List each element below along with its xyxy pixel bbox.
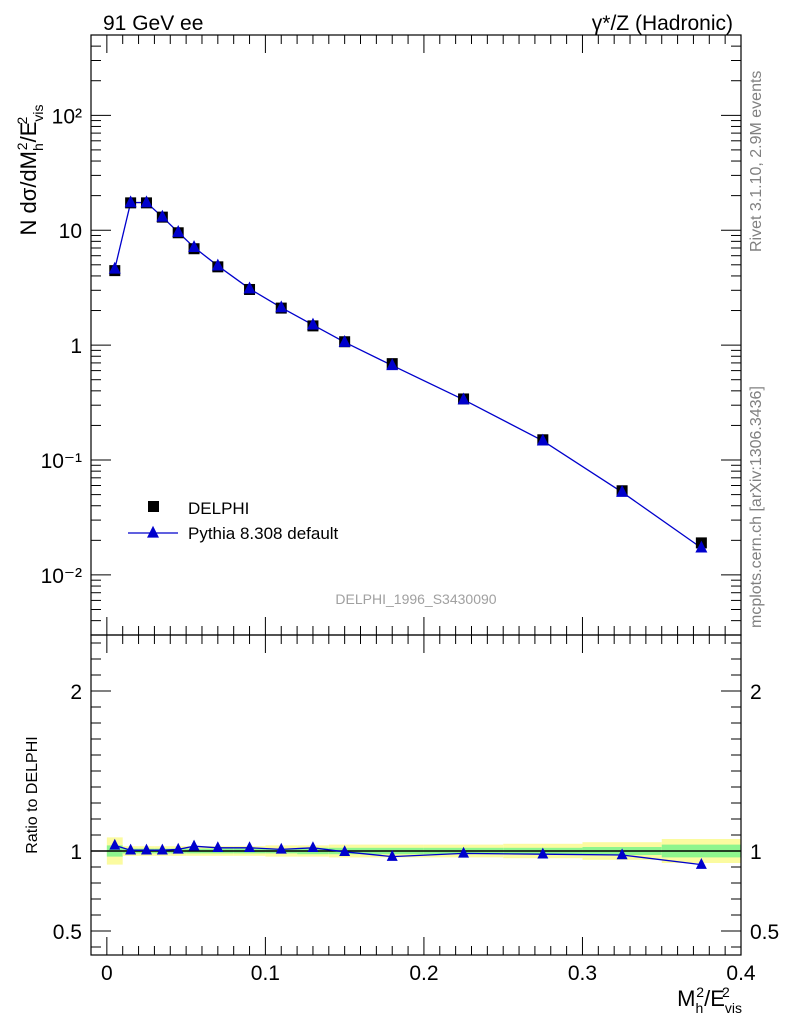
y-tick-label: 10⁻¹ xyxy=(41,450,82,473)
header-right: γ*/Z (Hadronic) xyxy=(592,12,733,35)
mc-point xyxy=(188,240,201,252)
main-frame xyxy=(90,34,742,636)
y-tick-label: 10⁻² xyxy=(41,565,82,588)
ratio-point xyxy=(141,843,152,855)
mc-point xyxy=(172,225,185,237)
ratio-plot-panel: Ratio to DELPHI 0 0.1 0.2 0.3 0.40.5 0.51 12 2 … xyxy=(24,634,779,1016)
mc-point xyxy=(124,195,137,208)
x-tick-label: 0.1 xyxy=(251,962,280,985)
ratio-point xyxy=(188,839,200,851)
ratio-point xyxy=(339,845,351,857)
ratio-y-tick-label: 2 xyxy=(70,681,82,704)
legend-label-data: DELPHI xyxy=(188,499,249,518)
ratio-point xyxy=(537,847,549,859)
mc-point xyxy=(616,484,629,497)
mc-line xyxy=(114,201,702,549)
mc-point xyxy=(536,433,549,446)
ratio-y-tick-label-right: 2 xyxy=(750,681,762,704)
mc-point xyxy=(338,335,351,347)
mc-point xyxy=(695,540,708,553)
mc-point xyxy=(243,281,256,294)
mc-point xyxy=(386,358,399,371)
mc-point xyxy=(275,300,288,313)
header-left: 91 GeV ee xyxy=(103,12,203,35)
ratio-point xyxy=(695,857,707,869)
mc-point xyxy=(156,209,169,222)
ratio-y-tick-label: 0.5 xyxy=(53,921,82,944)
ratio-point xyxy=(172,842,184,854)
x-tick-label: 0.2 xyxy=(409,962,438,985)
x-tick-label: 0.4 xyxy=(726,962,756,985)
x-tick-label: 0.3 xyxy=(568,962,597,985)
ratio-point xyxy=(244,841,256,853)
ratio-y-tick-label-right: 0.5 xyxy=(750,921,779,944)
ratio-y-tick-label: 1 xyxy=(70,841,82,864)
y-tick-label: 10 xyxy=(59,220,82,243)
legend-label-mc: Pythia 8.308 default xyxy=(188,524,339,543)
ratio-line xyxy=(114,844,702,866)
main-y-axis-label: N dσ/dMh2/Evis2 xyxy=(14,104,46,235)
ratio-point xyxy=(212,841,224,853)
ratio-point xyxy=(109,838,121,850)
ratio-point xyxy=(616,848,628,860)
ratio-point xyxy=(156,843,168,855)
ratio-point xyxy=(307,841,319,853)
ratio-point xyxy=(458,846,470,858)
ratio-frame xyxy=(90,634,742,956)
watermark: DELPHI_1996_S3430090 xyxy=(335,591,496,607)
mcplots-label: mcplots.cern.ch [arXiv:1306.3436] xyxy=(748,386,765,628)
y-tick-label: 10² xyxy=(52,105,82,128)
ratio-y-axis-label: Ratio to DELPHI xyxy=(24,736,41,853)
ratio-point xyxy=(125,843,137,855)
y-tick-label: 1 xyxy=(70,335,82,358)
main-plot-panel: DELPHI_1996_S3430090 N dσ/dMh2/Evis2 10⁻… xyxy=(14,34,742,636)
mc-point xyxy=(140,195,153,208)
mc-point xyxy=(211,258,224,271)
mc-point xyxy=(108,261,121,274)
mc-point xyxy=(306,317,319,330)
x-tick-label: 0 xyxy=(101,962,113,985)
ratio-y-tick-label-right: 1 xyxy=(750,841,762,864)
mc-point xyxy=(457,392,470,405)
ratio-point xyxy=(386,849,398,861)
x-axis-label: Mh2/Evis2 xyxy=(677,984,742,1016)
legend: DELPHI Pythia 8.308 default xyxy=(128,499,339,543)
ratio-point xyxy=(275,842,287,854)
rivet-label: Rivet 3.1.10, 2.9M events xyxy=(748,71,765,252)
legend-marker-mc xyxy=(147,525,159,538)
legend-marker-data xyxy=(148,501,159,512)
